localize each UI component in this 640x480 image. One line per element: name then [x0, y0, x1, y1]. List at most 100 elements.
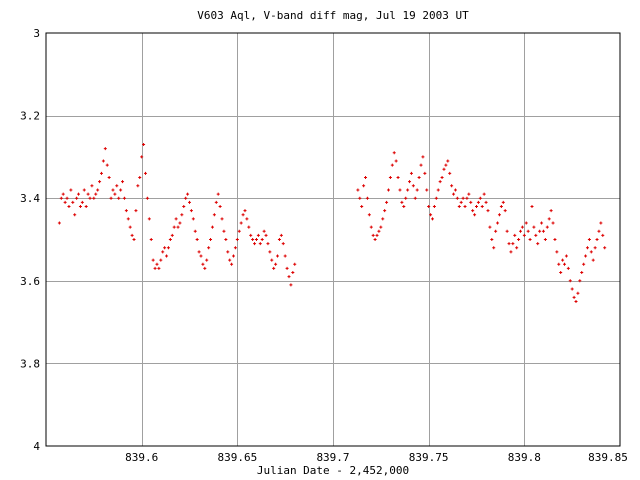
- data-point: [128, 225, 132, 229]
- data-point: [260, 238, 264, 241]
- data-point: [371, 233, 375, 237]
- data-point: [77, 192, 81, 196]
- data-point: [409, 171, 413, 175]
- data-point: [490, 238, 494, 241]
- data-point: [113, 192, 117, 196]
- data-point: [386, 188, 390, 192]
- data-point: [425, 188, 429, 192]
- data-point: [429, 213, 433, 217]
- data-point: [601, 233, 605, 237]
- data-point: [564, 254, 568, 258]
- data-point: [276, 254, 280, 258]
- data-point: [253, 242, 257, 246]
- data-point: [205, 258, 209, 262]
- data-point: [243, 209, 247, 213]
- data-point: [446, 159, 450, 163]
- data-point: [274, 262, 278, 266]
- data-point: [517, 238, 521, 241]
- data-point: [536, 242, 540, 246]
- data-point: [214, 200, 218, 204]
- data-point: [65, 196, 69, 200]
- data-point: [469, 200, 473, 204]
- y-tick-label: 3.8: [20, 357, 40, 370]
- data-point: [237, 229, 241, 233]
- data-point: [176, 225, 180, 229]
- data-point: [251, 238, 255, 241]
- data-point: [254, 238, 258, 241]
- data-point: [385, 200, 389, 204]
- data-point: [478, 196, 482, 200]
- data-point: [111, 188, 115, 192]
- data-point: [566, 266, 570, 270]
- data-point: [203, 266, 207, 270]
- data-point: [545, 225, 549, 229]
- data-point: [471, 209, 475, 213]
- data-point: [555, 250, 559, 254]
- data-point: [201, 262, 205, 266]
- data-point: [584, 254, 588, 258]
- data-point: [574, 299, 578, 303]
- data-point: [360, 204, 364, 208]
- data-point: [497, 213, 501, 217]
- data-point: [161, 250, 165, 254]
- data-point: [180, 213, 184, 217]
- data-point: [532, 225, 536, 229]
- data-point: [96, 188, 100, 192]
- data-point: [432, 204, 436, 208]
- data-point: [526, 229, 530, 233]
- data-point: [245, 217, 249, 221]
- data-point: [413, 196, 417, 200]
- data-point: [599, 221, 603, 225]
- data-point: [408, 180, 412, 184]
- data-point: [520, 225, 524, 229]
- data-point: [80, 200, 84, 204]
- data-point: [186, 192, 190, 196]
- data-point: [233, 246, 237, 250]
- x-axis-ticks: 839.6 839.65 839.7 839.75 839.8 839.85: [125, 451, 628, 464]
- data-point: [528, 238, 532, 241]
- data-point: [272, 266, 276, 270]
- data-point: [228, 258, 232, 262]
- data-point: [195, 238, 199, 241]
- data-point: [406, 188, 410, 192]
- data-point: [212, 213, 216, 217]
- data-point: [109, 196, 113, 200]
- data-point: [103, 147, 107, 151]
- data-point: [130, 233, 134, 237]
- data-point: [230, 262, 234, 266]
- data-point: [383, 209, 387, 213]
- x-tick-label: 839.85: [588, 451, 628, 464]
- data-point: [239, 221, 243, 225]
- data-point: [476, 200, 480, 204]
- data-point: [369, 225, 373, 229]
- data-point: [168, 238, 172, 241]
- data-point: [570, 287, 574, 291]
- data-point: [430, 217, 434, 221]
- data-point: [501, 200, 505, 204]
- data-point: [553, 238, 557, 241]
- data-point: [132, 238, 136, 241]
- data-point: [151, 258, 155, 262]
- data-point: [157, 266, 161, 270]
- data-point: [436, 188, 440, 192]
- data-point: [184, 196, 188, 200]
- data-point: [427, 204, 431, 208]
- data-point: [434, 196, 438, 200]
- data-point: [283, 254, 287, 258]
- data-point: [358, 196, 362, 200]
- data-point: [522, 233, 526, 237]
- data-point: [402, 204, 406, 208]
- data-point: [421, 155, 425, 159]
- data-point: [207, 246, 211, 250]
- data-point: [209, 238, 213, 241]
- data-point: [492, 246, 496, 250]
- data-point: [396, 176, 400, 180]
- data-point: [119, 188, 123, 192]
- data-point: [373, 238, 377, 241]
- data-point: [126, 217, 130, 221]
- data-point: [224, 238, 228, 241]
- data-point: [496, 221, 500, 225]
- data-point: [482, 192, 486, 196]
- data-point: [67, 204, 71, 208]
- data-point: [117, 196, 121, 200]
